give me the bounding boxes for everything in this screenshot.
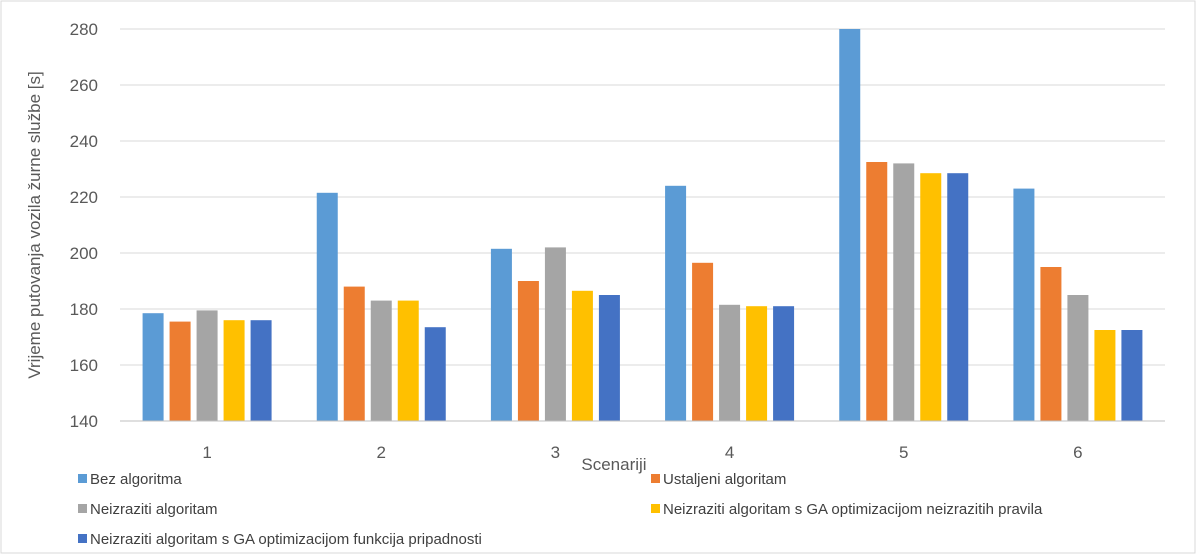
bar [947, 173, 969, 421]
bar [598, 295, 620, 421]
y-tick-label: 220 [70, 188, 98, 207]
bar [866, 162, 888, 421]
legend-label: Ustaljeni algoritam [663, 471, 786, 488]
bar [490, 248, 512, 421]
bar [839, 29, 861, 421]
bar [893, 163, 915, 421]
bar [397, 300, 419, 421]
bar [169, 321, 191, 421]
legend-swatch [78, 504, 87, 513]
x-axis-title: Scenariji [581, 455, 646, 474]
bar [920, 173, 942, 421]
legend: Bez algoritma Ustaljeni algoritam Neizrazi… [78, 471, 1043, 548]
axes: 140 160 180 200 220 240 260 280 1 2 3 4 5 6 Scenariji V… [25, 20, 1165, 474]
y-tick-label: 140 [70, 412, 98, 431]
bar [746, 306, 768, 421]
y-axis-title: Vrijeme putovanja vozila žurne službe [s… [25, 71, 44, 378]
bar [1121, 330, 1143, 421]
y-tick-label: 240 [70, 132, 98, 151]
y-tick-label: 260 [70, 76, 98, 95]
bar [719, 304, 741, 421]
legend-label: Neizraziti algoritam s GA optimizacijom … [90, 531, 482, 548]
y-tick-label: 280 [70, 20, 98, 39]
bar [370, 300, 392, 421]
x-tick-label: 5 [899, 443, 908, 462]
bar [692, 262, 714, 421]
bar [665, 185, 687, 421]
x-tick-label: 6 [1073, 443, 1082, 462]
legend-label: Bez algoritma [90, 471, 182, 488]
bar [424, 327, 446, 421]
legend-swatch [651, 504, 660, 513]
legend-swatch [651, 474, 660, 483]
bar [1094, 330, 1116, 421]
y-tick-label: 200 [70, 244, 98, 263]
x-tick-label: 2 [377, 443, 386, 462]
bar [343, 286, 365, 421]
bar [544, 247, 566, 421]
legend-label: Neizraziti algoritam [90, 501, 218, 518]
bar [223, 320, 245, 421]
y-tick-label: 160 [70, 356, 98, 375]
x-tick-label: 4 [725, 443, 734, 462]
legend-swatch [78, 534, 87, 543]
legend-label: Neizraziti algoritam s GA optimizacijom … [663, 501, 1043, 518]
bar [773, 306, 795, 421]
bar [1067, 295, 1089, 421]
bar [142, 313, 164, 421]
bar [196, 310, 218, 421]
bar [316, 192, 338, 421]
legend-swatch [78, 474, 87, 483]
bars [142, 29, 1143, 421]
gridlines [120, 28, 1165, 366]
bar [517, 281, 539, 421]
bar [571, 290, 593, 421]
y-tick-label: 180 [70, 300, 98, 319]
x-tick-label: 3 [551, 443, 560, 462]
bar [1013, 188, 1035, 421]
bar [1040, 267, 1062, 421]
bar [250, 320, 272, 421]
x-tick-label: 1 [202, 443, 211, 462]
